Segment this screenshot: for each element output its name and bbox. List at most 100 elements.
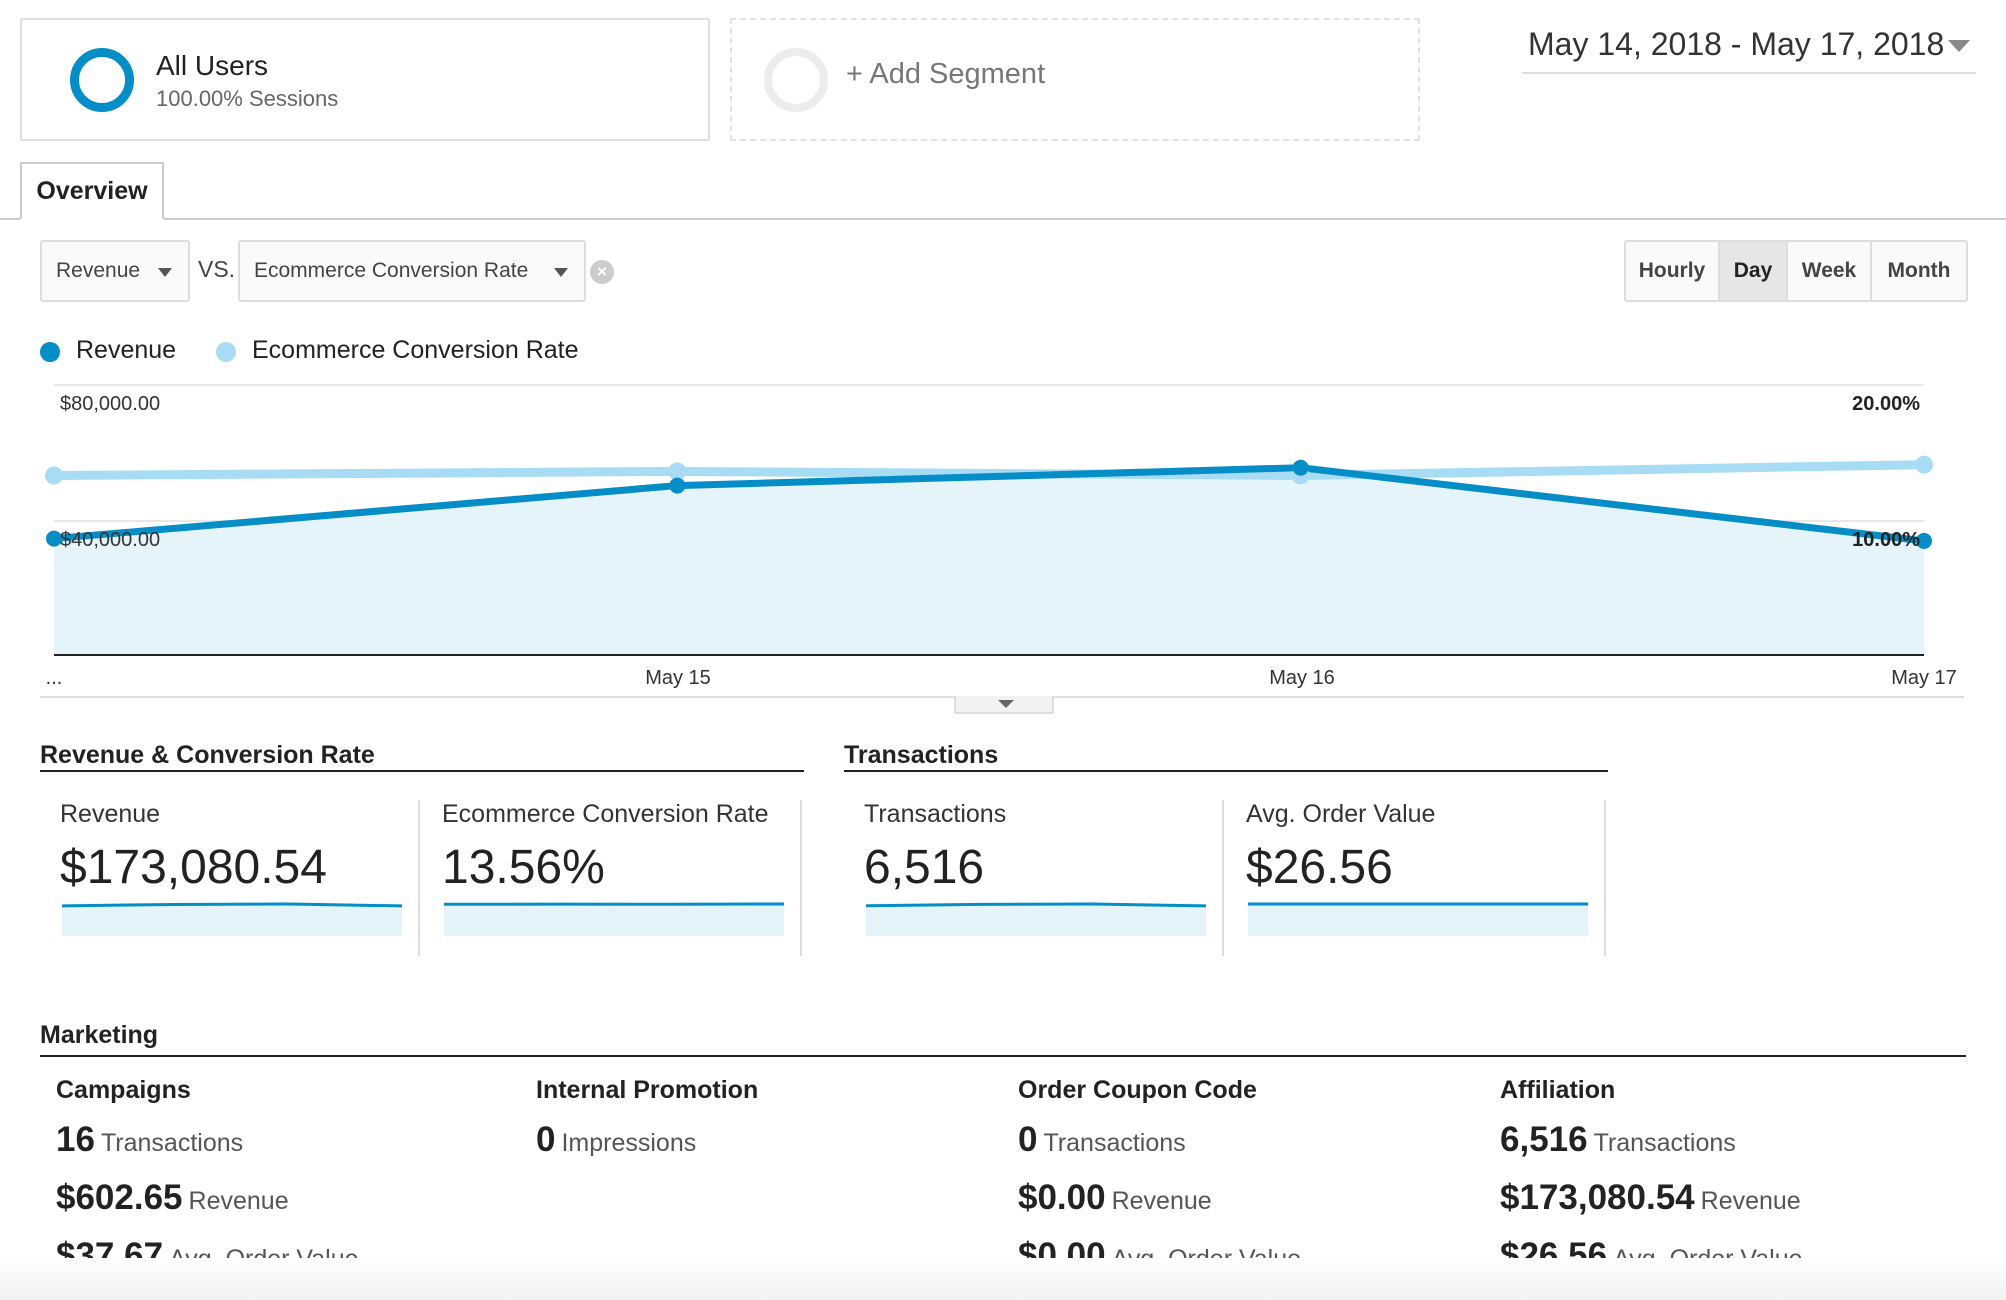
week-button[interactable]: Week [1788, 242, 1872, 300]
scorecard-revenue[interactable]: Revenue $173,080.54 [40, 800, 420, 956]
marketing-value: 6,516 [1500, 1120, 1588, 1159]
conversion-sparkline [444, 902, 784, 936]
y-right-tick-10: 10.00% [1852, 529, 1920, 551]
granularity-toggle: Hourly Day Week Month [1624, 240, 1968, 302]
scorecard-value: $173,080.54 [60, 841, 327, 894]
section-title-transactions: Transactions [844, 741, 999, 769]
marketing-value: 0 [1018, 1120, 1038, 1159]
x-tick-3: May 17 [1891, 667, 1957, 689]
revenue-conversion-chart: $80,000.00 $40,000.00 20.00% 10.00% ... … [40, 384, 1964, 698]
marketing-row: 16 Transactions [56, 1120, 516, 1178]
scorecard-label: Avg. Order Value [1246, 800, 1436, 828]
chart-collapse-toggle[interactable] [954, 696, 1054, 714]
date-range-picker[interactable]: May 14, 2018 - May 17, 2018 [1522, 22, 1976, 74]
marketing-unit: Transactions [1043, 1129, 1186, 1157]
aov-sparkline [1248, 902, 1588, 936]
marketing-unit: Revenue [1700, 1187, 1801, 1215]
sparkline-area [866, 904, 1206, 936]
day-button[interactable]: Day [1720, 242, 1788, 300]
marketing-heading[interactable]: Order Coupon Code [1018, 1076, 1257, 1104]
section-title-revenue-conversion: Revenue & Conversion Rate [40, 741, 375, 769]
revenue-point-2[interactable] [1292, 459, 1309, 476]
marketing-row: 0 Transactions [1018, 1120, 1478, 1178]
marketing-unit: Transactions [1593, 1129, 1736, 1157]
segment-ring-icon [70, 48, 134, 112]
sparkline-area [444, 904, 784, 936]
x-tick-2: May 16 [1269, 667, 1335, 689]
hourly-button[interactable]: Hourly [1626, 242, 1720, 300]
revenue-line [53, 464, 1925, 545]
chevron-down-icon [1948, 40, 1970, 52]
secondary-metric-select[interactable]: Ecommerce Conversion Rate [238, 240, 586, 302]
marketing-row: $173,080.54 Revenue [1500, 1178, 1960, 1236]
x-tick-0: ... [46, 667, 63, 689]
add-segment-button[interactable]: + Add Segment [730, 18, 1420, 141]
scorecard-value: 6,516 [864, 841, 985, 894]
section-title-marketing: Marketing [40, 1021, 159, 1049]
revenue-point-1[interactable] [669, 477, 686, 494]
x-tick-1: May 15 [645, 667, 711, 689]
legend-revenue-label: Revenue [76, 336, 177, 364]
conversion-point-0[interactable] [45, 466, 63, 485]
marketing-internal-promotion: Internal Promotion 0 Impressions [536, 1076, 996, 1178]
transactions-sparkline [866, 902, 1206, 936]
segment-all-users[interactable]: All Users 100.00% Sessions [20, 18, 710, 141]
legend-revenue-dot [40, 342, 60, 362]
scorecard-conversion-rate[interactable]: Ecommerce Conversion Rate 13.56% [422, 800, 802, 956]
marketing-row: $602.65 Revenue [56, 1178, 516, 1236]
month-button[interactable]: Month [1887, 259, 1951, 282]
primary-metric-select[interactable]: Revenue [40, 240, 190, 302]
add-segment-label: + Add Segment [846, 58, 1046, 90]
chevron-down-icon [158, 268, 172, 277]
y-right-tick-20: 20.00% [1852, 393, 1920, 415]
scorecard-value: 13.56% [442, 841, 605, 894]
marketing-unit: Impressions [561, 1129, 697, 1157]
scorecard-avg-order-value[interactable]: Avg. Order Value $26.56 [1226, 800, 1606, 956]
clear-metric-icon[interactable]: × [590, 260, 614, 284]
marketing-heading[interactable]: Affiliation [1500, 1076, 1616, 1104]
revenue-point-0[interactable] [46, 530, 62, 547]
chevron-down-icon [998, 700, 1014, 708]
sparkline-line [62, 902, 402, 908]
sparkline-area [62, 904, 402, 936]
y-left-tick-80000: $80,000.00 [60, 393, 160, 415]
marketing-value: $0.00 [1018, 1178, 1106, 1217]
sparkline-line [866, 902, 1206, 908]
segment-subtitle: 100.00% Sessions [156, 86, 339, 111]
revenue-area [54, 467, 1924, 655]
marketing-heading[interactable]: Internal Promotion [536, 1076, 759, 1104]
vs-label: VS. [198, 256, 236, 282]
segment-title: All Users [156, 50, 269, 81]
primary-metric-label: Revenue [56, 259, 141, 282]
section-rule [40, 1055, 1966, 1057]
section-rule [844, 770, 1608, 772]
conversion-point-3[interactable] [1915, 455, 1933, 474]
marketing-unit: Transactions [100, 1129, 244, 1157]
marketing-value: $602.65 [56, 1178, 183, 1217]
secondary-metric-label: Ecommerce Conversion Rate [254, 259, 529, 282]
marketing-heading[interactable]: Campaigns [56, 1076, 191, 1104]
revenue-point-3[interactable] [1916, 532, 1932, 549]
bottom-fade [0, 1258, 2006, 1300]
scorecard-transactions[interactable]: Transactions 6,516 [844, 800, 1224, 956]
legend-conversion-label: Ecommerce Conversion Rate [252, 336, 579, 364]
marketing-order-coupon-code: Order Coupon Code 0 Transactions $0.00 Rev… [1018, 1076, 1478, 1294]
y-left-tick-40000: $40,000.00 [60, 529, 160, 551]
marketing-value: $173,080.54 [1500, 1178, 1695, 1217]
marketing-value: 16 [56, 1120, 95, 1159]
marketing-unit: Revenue [1111, 1187, 1212, 1215]
tab-overview[interactable]: Overview [20, 162, 164, 220]
marketing-row: 0 Impressions [536, 1120, 996, 1178]
conversion-point-1[interactable] [668, 462, 687, 481]
scorecard-label: Revenue [60, 800, 161, 828]
marketing-row: $0.00 Revenue [1018, 1178, 1478, 1236]
scorecard-label: Transactions [864, 800, 1007, 828]
marketing-value: 0 [536, 1120, 556, 1159]
tab-divider [0, 218, 2006, 220]
scorecard-label: Ecommerce Conversion Rate [442, 800, 769, 828]
marketing-row: 6,516 Transactions [1500, 1120, 1960, 1178]
date-range-label: May 14, 2018 - May 17, 2018 [1528, 26, 1945, 62]
empty-segment-ring-icon [764, 48, 828, 112]
revenue-sparkline [62, 902, 402, 936]
section-rule [40, 770, 804, 772]
